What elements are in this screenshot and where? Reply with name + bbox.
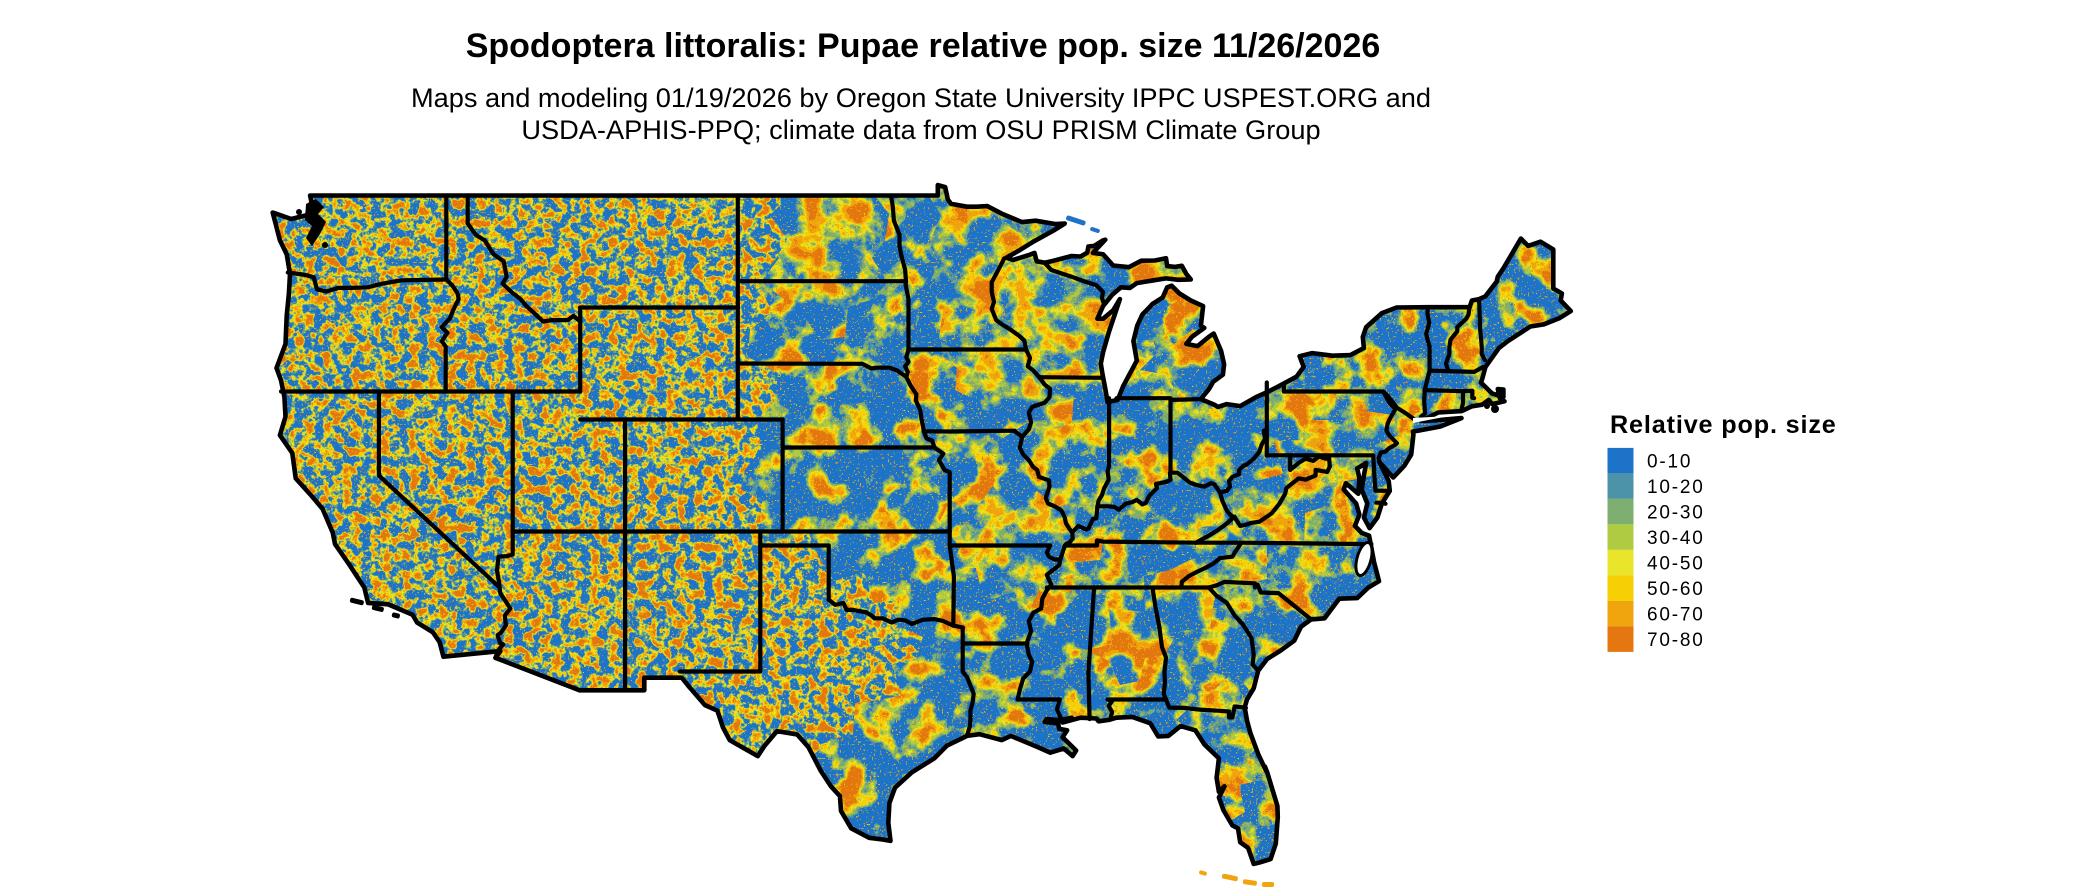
svg-text:50-60: 50-60 (1647, 579, 1705, 600)
svg-text:Maps and modeling 01/19/2026 b: Maps and modeling 01/19/2026 by Oregon S… (411, 82, 1431, 113)
svg-text:20-30: 20-30 (1647, 503, 1705, 524)
svg-text:USDA-APHIS-PPQ; climate data f: USDA-APHIS-PPQ; climate data from OSU PR… (521, 114, 1320, 145)
svg-text:60-70: 60-70 (1647, 605, 1705, 626)
svg-text:Relative pop. size: Relative pop. size (1610, 411, 1837, 439)
svg-text:Spodoptera littoralis: Pupae r: Spodoptera littoralis: Pupae relative po… (466, 27, 1381, 65)
svg-text:70-80: 70-80 (1647, 630, 1705, 651)
svg-text:10-20: 10-20 (1647, 477, 1705, 498)
svg-text:0-10: 0-10 (1647, 452, 1692, 473)
svg-text:40-50: 40-50 (1647, 554, 1705, 575)
svg-text:30-40: 30-40 (1647, 528, 1705, 549)
